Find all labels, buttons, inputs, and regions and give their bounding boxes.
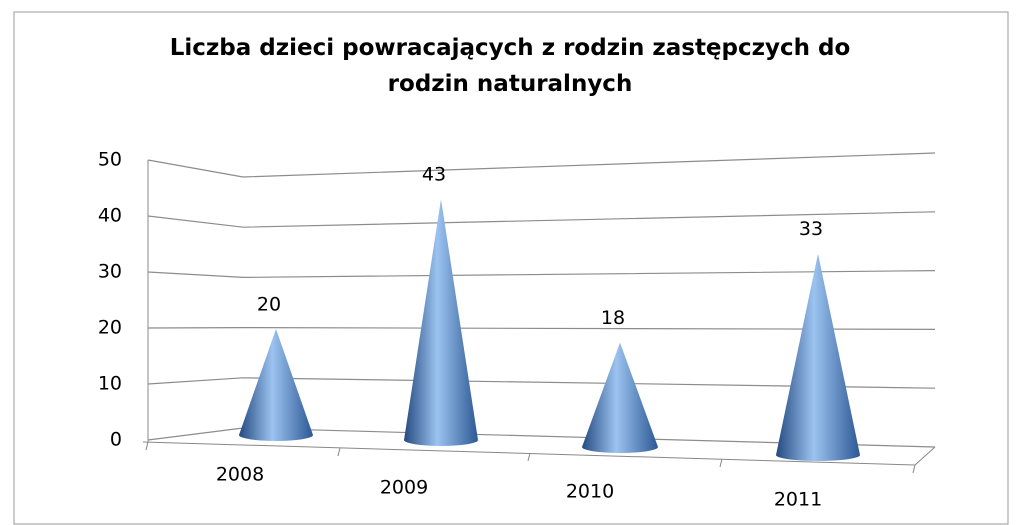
x-axis-tick [912,464,916,474]
grid-line [147,270,936,279]
y-tick-label: 0 [110,429,122,451]
grid-line [147,152,936,178]
cone [776,253,860,461]
x-tick-label: 2009 [380,477,428,499]
chart-border [13,11,1009,525]
value-label: 33 [799,218,823,240]
cone [239,329,313,441]
cone [404,199,478,446]
x-axis-tick [337,447,341,457]
x-axis-tick [145,441,149,451]
x-axis-tick [527,452,531,462]
y-tick-label: 50 [98,149,122,171]
value-label: 18 [601,307,625,329]
grid-line [147,327,936,330]
x-tick-label: 2010 [566,481,614,503]
chart-title: Liczba dzieci powracających z rodzin zas… [169,35,851,97]
grid-line [147,211,936,228]
x-tick-label: 2011 [774,489,822,511]
grid-line [147,377,936,389]
x-axis-ticks [145,441,916,474]
cone [582,342,658,453]
x-axis-tick [719,458,723,468]
y-tick-label: 10 [98,373,122,395]
y-tick-label: 20 [98,317,122,339]
x-tick-label: 2008 [216,464,264,486]
y-tick-label: 40 [98,205,122,227]
y-tick-label: 30 [98,261,122,283]
value-label: 43 [422,164,446,186]
value-label: 20 [257,294,281,316]
